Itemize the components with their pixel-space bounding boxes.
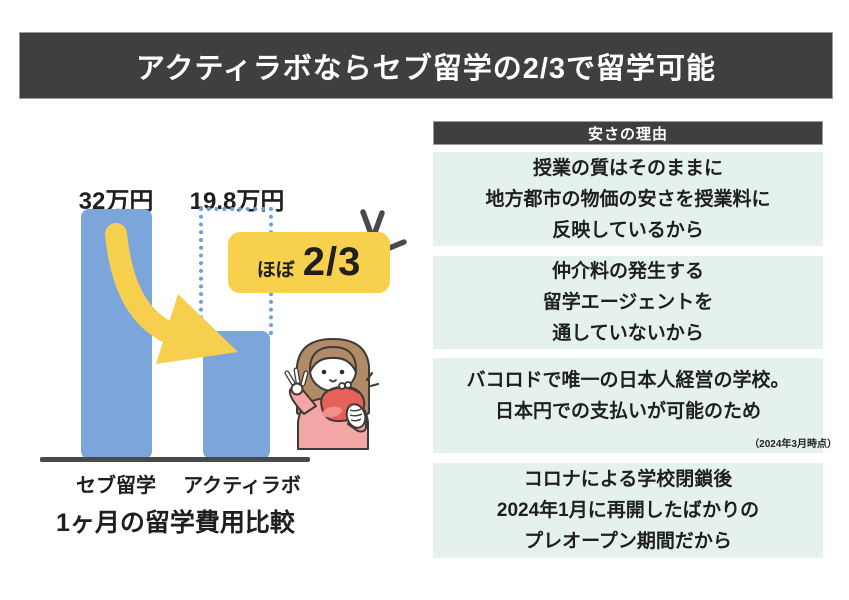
ratio-badge: ほぼ 2/3 — [228, 232, 390, 293]
reason-note: （2024年3月時点） — [749, 439, 837, 450]
holding-hand — [345, 403, 367, 429]
reason-line: 地方都市の物価の安さを授業料に — [485, 188, 771, 210]
category-label-actilabo: アクティラボ — [183, 475, 301, 497]
reason-line: 通していないから — [552, 323, 704, 344]
reason-line: 反映しているから — [552, 219, 704, 241]
reason-box-2: 仲介料の発生する 留学エージェントを 通していないから — [433, 256, 823, 349]
reason-box-3: バコロドで唯一の日本人経営の学校。 日本円での支払いが可能のため （2024年3… — [433, 358, 837, 453]
reason-line: 留学エージェントを — [542, 292, 714, 313]
hair-fringe — [308, 346, 358, 373]
title-banner: アクティラボならセブ留学の2/3で留学可能 — [19, 32, 833, 99]
reasons-panel: 安さの理由 授業の質はそのままに 地方都市の物価の安さを授業料に 反映しているか… — [433, 121, 837, 558]
reason-line: コロナによる学校閉鎖後 — [523, 469, 733, 490]
reasons-header: 安さの理由 — [433, 121, 823, 145]
sparkle-icon — [365, 371, 380, 388]
reasons-title: 安さの理由 — [587, 125, 668, 143]
ok-hand-icon — [284, 367, 309, 396]
reason-box-4: コロナによる学校閉鎖後 2024年1月に再開したばかりの プレオープン期間だから — [433, 463, 823, 558]
category-label-cebu: セブ留学 — [76, 475, 156, 497]
reason-line: プレオープン期間だから — [524, 531, 732, 552]
reason-box-1: 授業の質はそのままに 地方都市の物価の安さを授業料に 反映しているから — [433, 152, 823, 246]
axis-baseline — [40, 457, 310, 462]
ratio-badge-value: 2/3 — [302, 240, 362, 284]
reason-line: 仲介料の発生する — [551, 261, 704, 282]
ratio-badge-prefix: ほぼ — [256, 260, 295, 281]
reason-line: バコロドで唯一の日本人経営の学校。 — [466, 370, 790, 391]
page-title: アクティラボならセブ留学の2/3で留学可能 — [135, 52, 717, 85]
chart-caption: 1ヶ月の留学費用比較 — [56, 509, 295, 537]
bar-cebu — [81, 209, 152, 459]
reason-line: 2024年1月に再開したばかりの — [496, 500, 760, 521]
face-features — [321, 369, 345, 383]
reason-line: 授業の質はそのままに — [532, 157, 723, 179]
woman-ok-illustration — [284, 338, 380, 450]
bar-actilabo — [203, 331, 270, 459]
cost-comparison-chart: 32万円 19.8万円 ほぼ 2/3 セブ留学 アクティラボ 1ヶ月の留学費用比… — [0, 99, 430, 600]
reason-line: 日本円での支払いが可能のため — [494, 401, 761, 422]
